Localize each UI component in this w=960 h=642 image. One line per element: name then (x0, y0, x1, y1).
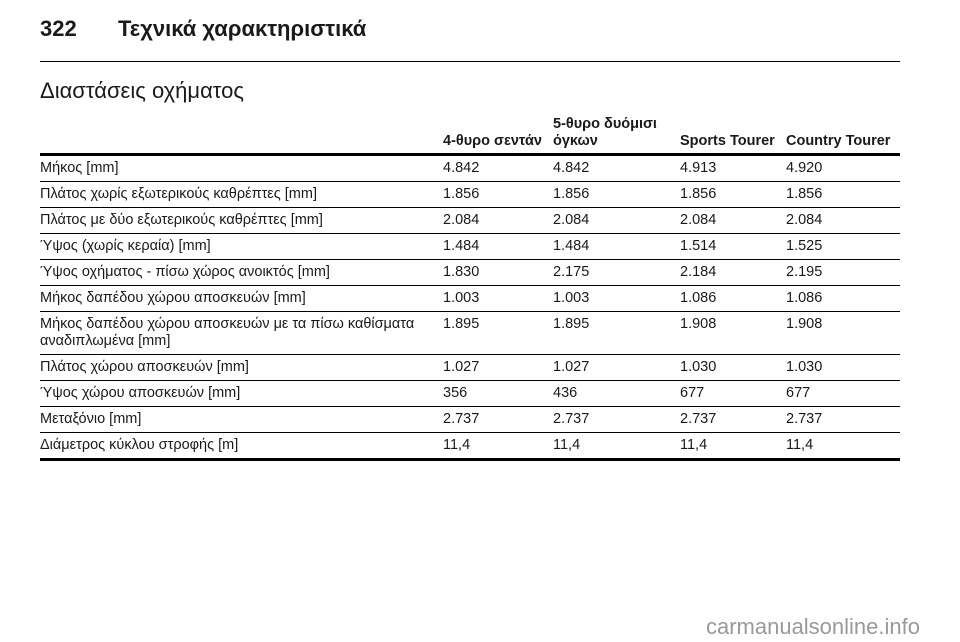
cell-value: 4.842 (553, 160, 590, 176)
row-label: Ύψος (χωρίς κεραία) [mm] (40, 238, 211, 254)
cell-value: 2.195 (786, 264, 823, 280)
row-label: Μήκος δαπέδου χώρου αποσκευών [mm] (40, 290, 306, 306)
table-row: Διάμετρος κύκλου στροφής [m] 11,4 11,4 11,4… (40, 433, 900, 460)
table-row: Μεταξόνιο [mm] 2.737 2.737 2.737 2.737 (40, 407, 900, 433)
table-row: Πλάτος χωρίς εξωτερικούς καθρέπτες [mm] 1… (40, 182, 900, 208)
row-label: Πλάτος χώρου αποσκευών [mm] (40, 359, 249, 375)
cell-value: 677 (786, 385, 811, 401)
cell-value: 11,4 (443, 437, 471, 453)
row-label: Ύψος χώρου αποσκευών [mm] (40, 385, 241, 401)
row-label: Πλάτος με δύο εξωτερικούς καθρέπτες [mm] (40, 212, 323, 228)
header-rule (40, 61, 900, 62)
header-row: 4-θυρο σεντάν 5-θυρο δυόμισι όγκων Sports … (40, 112, 900, 155)
cell-value: 2.737 (443, 411, 480, 427)
row-label: Μήκος [mm] (40, 160, 119, 176)
row-label: Μήκος δαπέδου χώρου αποσκευών με τα πίσω… (40, 316, 415, 349)
cell-value: 1.830 (443, 264, 480, 280)
cell-value: 1.484 (443, 238, 480, 254)
table-row: Μήκος δαπέδου χώρου αποσκευών [mm] 1.003 1… (40, 286, 900, 312)
cell-value: 1.484 (553, 238, 590, 254)
cell-value: 436 (553, 385, 578, 401)
column-header: Sports Tourer (680, 133, 775, 149)
cell-value: 677 (680, 385, 705, 401)
cell-value: 1.895 (443, 316, 480, 332)
header-cell (40, 112, 443, 155)
cell-value: 1.003 (553, 290, 590, 306)
table-row: Ύψος οχήματος - πίσω χώρος ανοικτός [mm]… (40, 260, 900, 286)
cell-value: 11,4 (680, 437, 708, 453)
cell-value: 1.856 (680, 186, 717, 202)
cell-value: 1.895 (553, 316, 590, 332)
cell-value: 1.856 (443, 186, 480, 202)
cell-value: 1.003 (443, 290, 480, 306)
cell-value: 2.737 (680, 411, 717, 427)
cell-value: 2.184 (680, 264, 717, 280)
cell-value: 2.737 (553, 411, 590, 427)
table-row: Μήκος [mm] 4.842 4.842 4.913 4.920 (40, 155, 900, 182)
cell-value: 1.525 (786, 238, 823, 254)
cell-value: 2.175 (553, 264, 590, 280)
table-row: Πλάτος χώρου αποσκευών [mm] 1.027 1.027 1.0… (40, 355, 900, 381)
table-row: Πλάτος με δύο εξωτερικούς καθρέπτες [mm]… (40, 208, 900, 234)
cell-value: 1.030 (786, 359, 823, 375)
cell-value: 2.084 (786, 212, 823, 228)
cell-value: 356 (443, 385, 468, 401)
row-label: Διάμετρος κύκλου στροφής [m] (40, 437, 239, 453)
cell-value: 1.027 (443, 359, 480, 375)
cell-value: 1.514 (680, 238, 717, 254)
cell-value: 1.856 (553, 186, 590, 202)
cell-value: 1.030 (680, 359, 717, 375)
cell-value: 11,4 (553, 437, 581, 453)
section-title: Διαστάσεις οχήματος (40, 78, 245, 103)
cell-value: 1.086 (680, 290, 717, 306)
cell-value: 4.913 (680, 160, 717, 176)
cell-value: 2.084 (553, 212, 590, 228)
spec-table: 4-θυρο σεντάν 5-θυρο δυόμισι όγκων Sports … (40, 112, 900, 461)
row-label: Μεταξόνιο [mm] (40, 411, 142, 427)
cell-value: 1.086 (786, 290, 823, 306)
column-header: 5-θυρο δυόμισι όγκων (553, 116, 657, 149)
cell-value: 4.842 (443, 160, 480, 176)
column-header: 4-θυρο σεντάν (443, 133, 542, 149)
page-number: 322 (40, 16, 77, 41)
cell-value: 1.027 (553, 359, 590, 375)
cell-value: 1.908 (786, 316, 823, 332)
page-title: Τεχνικά χαρακτηριστικά (118, 16, 367, 41)
table-row: Μήκος δαπέδου χώρου αποσκευών με τα πίσω… (40, 312, 900, 355)
cell-value: 4.920 (786, 160, 823, 176)
table-row: Ύψος (χωρίς κεραία) [mm] 1.484 1.484 1.514 1… (40, 234, 900, 260)
column-header: Country Tourer (786, 133, 891, 149)
cell-value: 1.856 (786, 186, 823, 202)
cell-value: 2.084 (680, 212, 717, 228)
cell-value: 1.908 (680, 316, 717, 332)
watermark: carmanualsonline.info (705, 614, 920, 639)
cell-value: 11,4 (786, 437, 814, 453)
cell-value: 2.737 (786, 411, 823, 427)
cell-value: 2.084 (443, 212, 480, 228)
row-label: Πλάτος χωρίς εξωτερικούς καθρέπτες [mm] (40, 186, 317, 202)
row-label: Ύψος οχήματος - πίσω χώρος ανοικτός [mm] (40, 264, 330, 280)
table-row: Ύψος χώρου αποσκευών [mm] 356 436 677 677 (40, 381, 900, 407)
